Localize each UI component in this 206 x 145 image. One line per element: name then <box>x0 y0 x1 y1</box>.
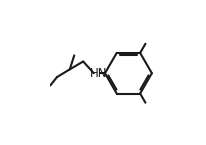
Text: HN: HN <box>89 67 107 80</box>
